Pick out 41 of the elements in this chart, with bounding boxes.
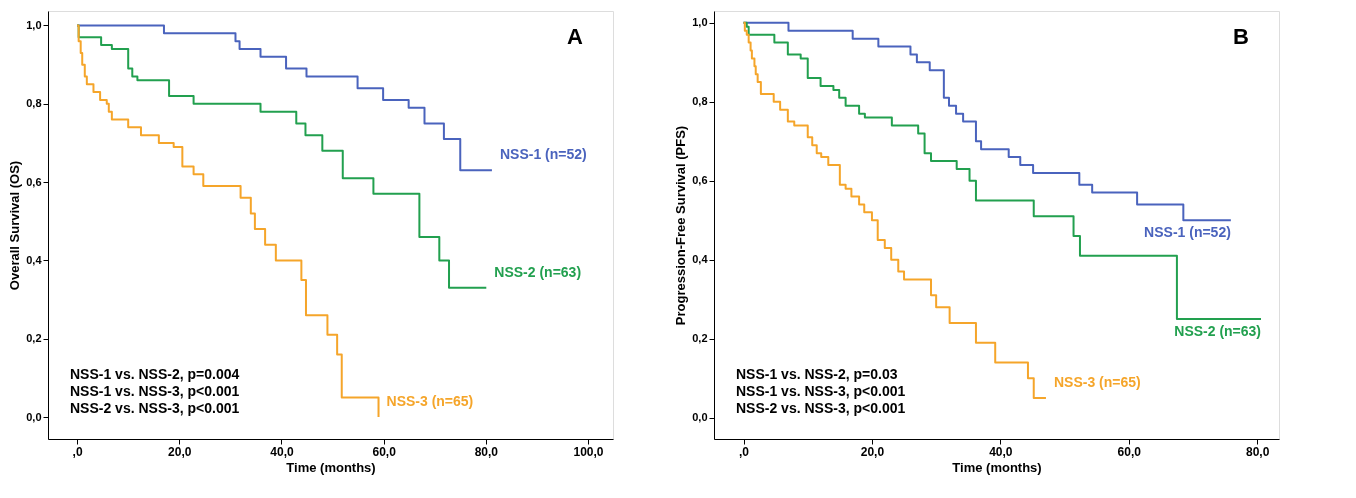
annotation: A — [567, 24, 584, 49]
x-tick-label: 20,0 — [168, 444, 192, 459]
y-tick-label: 0,2 — [26, 332, 42, 345]
x-tick-label: 60,0 — [372, 444, 397, 459]
annotation: B — [1233, 24, 1249, 49]
annotation: NSS-1 vs. NSS-3, p<0.001 — [70, 383, 240, 399]
y-tick-label: 0,6 — [692, 174, 708, 187]
annotation: NSS-1 vs. NSS-3, p<0.001 — [736, 383, 906, 399]
series-label: NSS-1 (n=52) — [1144, 224, 1231, 241]
x-tick-label: 100,0 — [573, 444, 604, 459]
y-axis-title: Overall Survival (OS) — [7, 160, 23, 291]
x-tick-label: 40,0 — [989, 444, 1013, 459]
y-tick-label: 0,6 — [26, 175, 42, 188]
y-tick-label: 0,4 — [692, 253, 709, 266]
series-label: NSS-2 (n=63) — [494, 263, 582, 280]
y-tick-label: 0,0 — [692, 411, 708, 424]
y-tick-label: 0,8 — [26, 97, 42, 110]
annotation: NSS-1 vs. NSS-2, p=0.03 — [736, 366, 898, 382]
x-tick-label: 60,0 — [1117, 444, 1142, 459]
y-tick-label: 0,2 — [692, 332, 708, 345]
x-tick-label: 80,0 — [1245, 444, 1270, 459]
y-tick-label: 1,0 — [692, 16, 708, 29]
x-tick-label: 80,0 — [474, 444, 499, 459]
annotation: NSS-1 vs. NSS-2, p=0.004 — [70, 366, 240, 382]
y-tick-label: 0,0 — [26, 410, 42, 423]
series-label: NSS-3 (n=65) — [386, 393, 474, 410]
series-label: NSS-3 (n=65) — [1053, 373, 1141, 390]
x-axis-title: Time (months) — [286, 459, 376, 475]
x-tick-label: ,0 — [72, 444, 83, 459]
annotation: NSS-2 vs. NSS-3, p<0.001 — [70, 400, 240, 416]
y-axis-title: Progression-Free Survival (PFS) — [673, 125, 689, 326]
x-tick-label: 40,0 — [270, 444, 294, 459]
y-tick-label: 0,4 — [26, 253, 43, 266]
series-label: NSS-1 (n=52) — [499, 146, 587, 163]
y-tick-label: 0,8 — [692, 95, 708, 108]
annotation: NSS-2 vs. NSS-3, p<0.001 — [736, 400, 906, 416]
x-tick-label: ,0 — [739, 444, 750, 459]
x-tick-label: 20,0 — [860, 444, 885, 459]
series-label: NSS-2 (n=63) — [1174, 322, 1262, 339]
x-axis-title: Time (months) — [952, 459, 1042, 475]
y-tick-label: 1,0 — [26, 18, 42, 31]
